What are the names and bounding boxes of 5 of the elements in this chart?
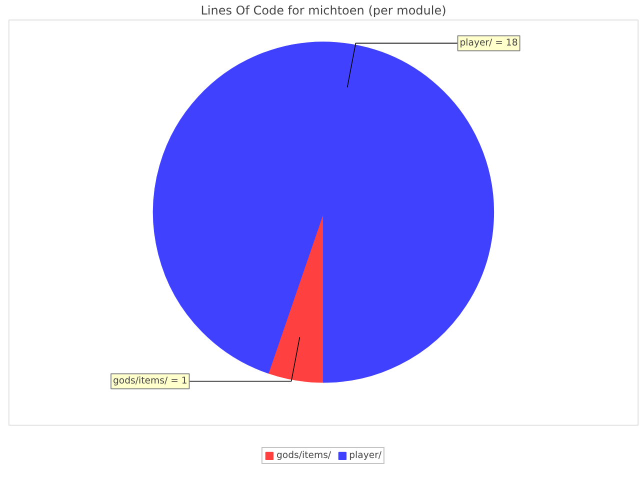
legend-label: gods/items/ bbox=[276, 450, 332, 461]
legend-label: player/ bbox=[349, 450, 382, 461]
chart-title: Lines Of Code for michtoen (per module) bbox=[200, 4, 446, 18]
data-label: player/ = 18 bbox=[460, 38, 518, 49]
data-label: gods/items/ = 1 bbox=[112, 376, 188, 387]
